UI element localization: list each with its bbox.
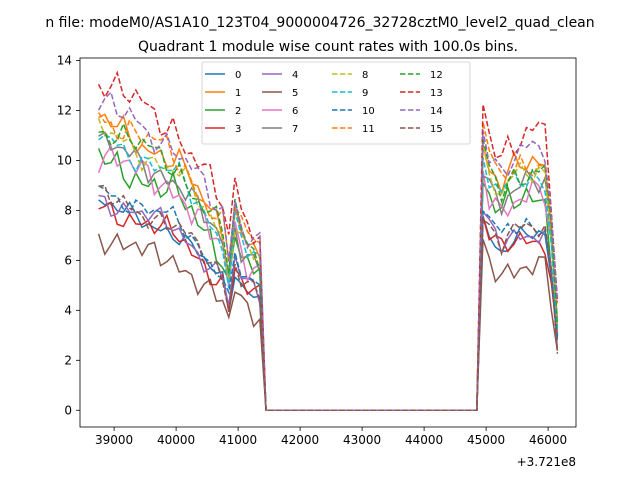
x-tick-label: 46000 xyxy=(529,433,567,447)
legend-label-4: 4 xyxy=(292,70,298,81)
series-line-13 xyxy=(97,70,559,412)
legend-label-10: 10 xyxy=(362,106,375,117)
y-axis: 0 2 4 6 8 10 12 14 xyxy=(57,53,80,417)
y-tick-label: 2 xyxy=(64,353,72,367)
chart-title: Quadrant 1 module wise count rates with … xyxy=(138,39,518,55)
legend-label-14: 14 xyxy=(430,106,443,117)
legend-label-13: 13 xyxy=(430,88,443,99)
series-line-15 xyxy=(98,184,559,412)
series-line-7 xyxy=(98,131,559,412)
series-line-1 xyxy=(98,113,559,412)
y-tick-label: 8 xyxy=(64,203,72,217)
series-line-12 xyxy=(98,121,559,412)
x-tick-label: 39000 xyxy=(95,433,133,447)
legend-label-2: 2 xyxy=(235,106,241,117)
y-tick-label: 10 xyxy=(57,153,72,167)
x-tick-label: 45000 xyxy=(467,433,505,447)
legend-label-3: 3 xyxy=(235,124,241,135)
plot-area: 39000 40000 41000 42000 43000 44000 45000 46000… xyxy=(57,53,577,469)
legend-box xyxy=(201,61,471,145)
y-tick-label: 0 xyxy=(64,403,72,417)
x-tick-label: 41000 xyxy=(219,433,257,447)
legend-label-7: 7 xyxy=(292,124,298,135)
series-line-0 xyxy=(98,199,559,412)
legend-label-12: 12 xyxy=(430,70,443,81)
legend-label-5: 5 xyxy=(292,88,298,99)
y-tick-label: 6 xyxy=(64,253,72,267)
series-line-9 xyxy=(98,134,559,412)
series-line-14 xyxy=(97,90,559,412)
series-line-5 xyxy=(97,232,559,412)
legend-label-9: 9 xyxy=(362,88,368,99)
x-axis: 39000 40000 41000 42000 43000 44000 45000 46000 xyxy=(95,427,567,447)
x-tick-label: 40000 xyxy=(157,433,195,447)
legend-label-6: 6 xyxy=(292,106,298,117)
axes-frame xyxy=(79,57,577,428)
legend-label-0: 0 xyxy=(235,70,241,81)
x-tick-label: 44000 xyxy=(405,433,443,447)
legend-label-1: 1 xyxy=(235,88,241,99)
y-tick-label: 12 xyxy=(57,103,72,117)
y-tick-label: 14 xyxy=(57,53,72,67)
legend-label-11: 11 xyxy=(362,124,375,135)
series-line-4 xyxy=(98,194,559,412)
x-tick-label: 43000 xyxy=(343,433,381,447)
series-lines xyxy=(97,70,559,412)
x-tick-label: 42000 xyxy=(281,433,319,447)
series-line-6 xyxy=(97,144,559,412)
series-line-10 xyxy=(98,185,559,412)
figure-suptitle: n file: modeM0/AS1A10_123T04_9000004726_… xyxy=(45,15,594,31)
x-offset-label: +3.721e8 xyxy=(517,455,576,469)
legend-label-15: 15 xyxy=(430,124,443,135)
y-tick-label: 4 xyxy=(64,303,72,317)
legend-label-8: 8 xyxy=(362,70,368,81)
